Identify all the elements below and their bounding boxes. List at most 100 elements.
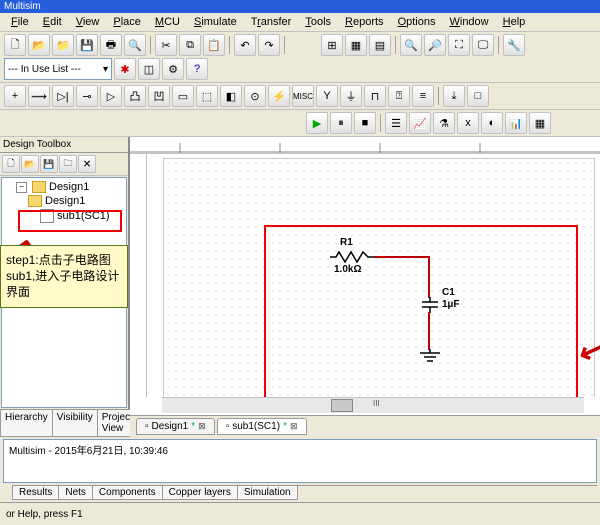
menu-place[interactable]: Place <box>108 15 146 29</box>
component-r1[interactable] <box>330 251 374 263</box>
design-tool-icon[interactable]: 🗀 <box>59 155 77 173</box>
analysis-icon[interactable]: 📊 <box>505 112 527 134</box>
rf-icon[interactable]: Y <box>316 85 338 107</box>
opamp-icon[interactable]: ▷ <box>100 85 122 107</box>
doc-icon: ▫ <box>226 421 230 432</box>
menu-file[interactable]: File <box>6 15 34 29</box>
mcu-icon[interactable]: ▭ <box>172 85 194 107</box>
output-tab-simulation[interactable]: Simulation <box>237 486 298 500</box>
run-icon[interactable]: ▶ <box>306 112 328 134</box>
zoom-fit-icon[interactable]: ⛶ <box>448 34 470 56</box>
collapse-icon[interactable]: − <box>16 182 27 193</box>
elec-icon[interactable]: ⏚ <box>340 85 362 107</box>
cmos-icon[interactable]: 凹 <box>148 85 170 107</box>
mixed-icon[interactable]: ◧ <box>220 85 242 107</box>
new-design-icon[interactable]: 🗋 <box>2 155 20 173</box>
tree-child[interactable]: Design1 <box>2 194 126 208</box>
doc-tab-sub1[interactable]: ▫ sub1(SC1) * ⊠ <box>217 418 307 435</box>
schematic-canvas[interactable]: R1 1.0kΩ C1 1µF <box>147 154 600 397</box>
horizontal-scrollbar[interactable]: III <box>162 397 584 413</box>
postproc-icon[interactable]: ⚗ <box>433 112 455 134</box>
component-ground[interactable] <box>418 349 442 365</box>
tab-visibility[interactable]: Visibility <box>52 410 98 437</box>
menu-reports[interactable]: Reports <box>340 15 389 29</box>
design-close-icon[interactable]: 🗙 <box>78 155 96 173</box>
open-design-icon[interactable]: 📂 <box>21 155 39 173</box>
resistor-icon[interactable]: ⟿ <box>28 85 50 107</box>
menu-simulate[interactable]: Simulate <box>189 15 242 29</box>
tool-d-icon[interactable]: ? <box>186 58 208 80</box>
trail-icon[interactable]: ◐ <box>481 112 503 134</box>
output-tab-results[interactable]: Results <box>12 486 59 500</box>
menu-transfer[interactable]: Transfer <box>246 15 297 29</box>
instrument-icon[interactable]: □ <box>467 85 489 107</box>
tree-leaf-sub1[interactable]: sub1(SC1) <box>2 208 126 224</box>
power-icon[interactable]: ⚡ <box>268 85 290 107</box>
misc-icon[interactable]: MISC <box>292 85 314 107</box>
component-c1[interactable] <box>420 297 440 313</box>
screen-icon[interactable]: 🖵 <box>472 34 494 56</box>
tool-c-icon[interactable]: ⚙ <box>162 58 184 80</box>
open2-icon[interactable]: 📁 <box>52 34 74 56</box>
misc-dig-icon[interactable]: ⬚ <box>196 85 218 107</box>
redo-icon[interactable]: ↷ <box>258 34 280 56</box>
output-tab-nets[interactable]: Nets <box>58 486 93 500</box>
connector-icon[interactable]: ⊓ <box>364 85 386 107</box>
tab-hierarchy[interactable]: Hierarchy <box>0 410 53 437</box>
tool-a-icon[interactable]: ✱ <box>114 58 136 80</box>
menu-edit[interactable]: Edit <box>38 15 67 29</box>
menu-options[interactable]: Options <box>393 15 441 29</box>
separator <box>150 36 151 54</box>
c1-value: 1µF <box>442 299 459 310</box>
tool-b-icon[interactable]: ◫ <box>138 58 160 80</box>
breadboard-icon[interactable]: ▦ <box>529 112 551 134</box>
menu-tools[interactable]: Tools <box>300 15 336 29</box>
scrollbar-thumb[interactable] <box>331 399 353 412</box>
undo-icon[interactable]: ↶ <box>234 34 256 56</box>
paste-icon[interactable]: 📋 <box>203 34 225 56</box>
save-icon[interactable]: 💾 <box>76 34 98 56</box>
menu-help[interactable]: Help <box>498 15 531 29</box>
doc-icon: ▫ <box>145 421 149 432</box>
cut-icon[interactable]: ✂ <box>155 34 177 56</box>
close-tab-icon[interactable]: ⊠ <box>290 421 298 432</box>
output-tab-components[interactable]: Components <box>92 486 163 500</box>
open-icon[interactable]: 📂 <box>28 34 50 56</box>
graph-icon[interactable]: 📈 <box>409 112 431 134</box>
new-icon[interactable]: 🗋 <box>4 34 26 56</box>
zoom-out-icon[interactable]: 🔎 <box>424 34 446 56</box>
folder-icon <box>32 181 46 193</box>
pause-icon[interactable]: ⏸ <box>330 112 352 134</box>
preview-icon[interactable]: 🔍 <box>124 34 146 56</box>
schematic-paper[interactable]: R1 1.0kΩ C1 1µF <box>163 158 595 397</box>
transistor-icon[interactable]: ⊸ <box>76 85 98 107</box>
grid2-icon[interactable]: ▦ <box>345 34 367 56</box>
grid3-icon[interactable]: ▤ <box>369 34 391 56</box>
bus-icon[interactable]: ≡ <box>412 85 434 107</box>
menu-view[interactable]: View <box>71 15 105 29</box>
copy-icon[interactable]: ⧉ <box>179 34 201 56</box>
xspice-icon[interactable]: x <box>457 112 479 134</box>
interactive-icon[interactable]: ☰ <box>385 112 407 134</box>
save-design-icon[interactable]: 💾 <box>40 155 58 173</box>
output-tab-copper[interactable]: Copper layers <box>162 486 238 500</box>
source-icon[interactable]: + <box>4 85 26 107</box>
component-icon[interactable]: 🔧 <box>503 34 525 56</box>
indicator-icon[interactable]: ⊙ <box>244 85 266 107</box>
probe-icon[interactable]: ⤓ <box>443 85 465 107</box>
menu-window[interactable]: Window <box>444 15 493 29</box>
zoom-in-icon[interactable]: 🔍 <box>400 34 422 56</box>
doc-tab-design1[interactable]: ▫ Design1 * ⊠ <box>136 418 215 435</box>
stop-icon[interactable]: ■ <box>354 112 376 134</box>
r1-name: R1 <box>340 237 353 248</box>
diode-icon[interactable]: ▷| <box>52 85 74 107</box>
ni-icon[interactable]: ⍰ <box>388 85 410 107</box>
close-tab-icon[interactable]: ⊠ <box>198 421 206 432</box>
ttl-icon[interactable]: 凸 <box>124 85 146 107</box>
in-use-list-combo[interactable]: --- In Use List --- ▾ <box>4 58 112 80</box>
tree-root[interactable]: − Design1 <box>2 180 126 194</box>
output-tabs: Results Nets Components Copper layers Si… <box>12 485 597 500</box>
print-icon[interactable]: 🖶 <box>100 34 122 56</box>
grid-icon[interactable]: ⊞ <box>321 34 343 56</box>
menu-mcu[interactable]: MCU <box>150 15 185 29</box>
